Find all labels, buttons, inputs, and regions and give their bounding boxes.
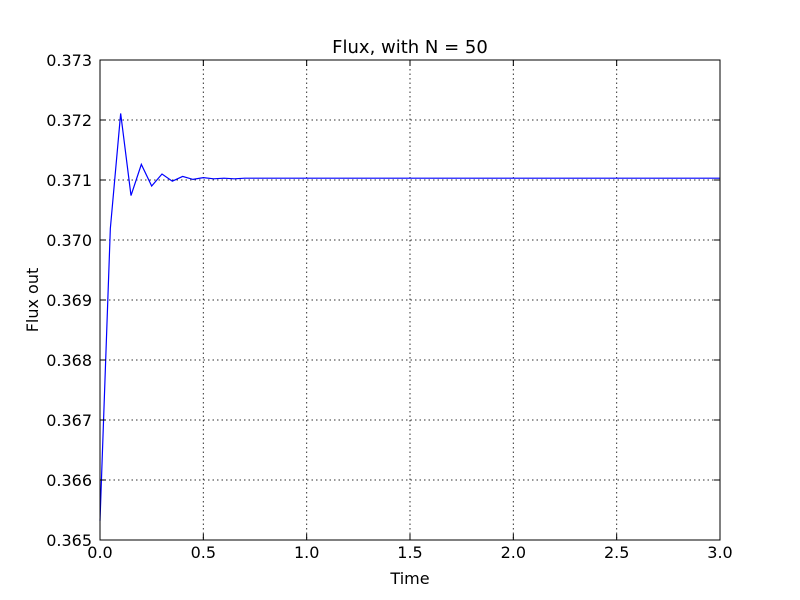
x-tick-label: 1.5 [397,543,422,562]
x-axis-label: Time [389,569,429,588]
y-tick-label: 0.366 [46,471,92,490]
grid-layer [100,60,720,540]
y-tick-label: 0.370 [46,231,92,250]
y-tick-label: 0.373 [46,51,92,70]
series-line-0 [99,113,720,521]
y-tick-label: 0.365 [46,531,92,550]
chart-title: Flux, with N = 50 [332,37,488,58]
y-tick-label: 0.372 [46,111,92,130]
x-tick-label: 1.0 [294,543,319,562]
x-tick-label: 0.0 [87,543,112,562]
y-tick-label: 0.367 [46,411,92,430]
tick-layer [99,59,721,541]
y-tick-label: 0.368 [46,351,92,370]
y-tick-label: 0.369 [46,291,92,310]
series-layer [99,113,720,521]
y-tick-label: 0.371 [46,171,92,190]
tick-label-layer: 0.0 0.5 1.0 1.5 2.0 2.5 3.0 0.365 0.366 0.367 0.36… [46,51,733,562]
x-tick-label: 0.5 [191,543,216,562]
x-tick-label: 2.5 [604,543,629,562]
y-axis-label: Flux out [23,268,42,333]
x-tick-label: 2.0 [501,543,526,562]
x-tick-label: 3.0 [707,543,732,562]
